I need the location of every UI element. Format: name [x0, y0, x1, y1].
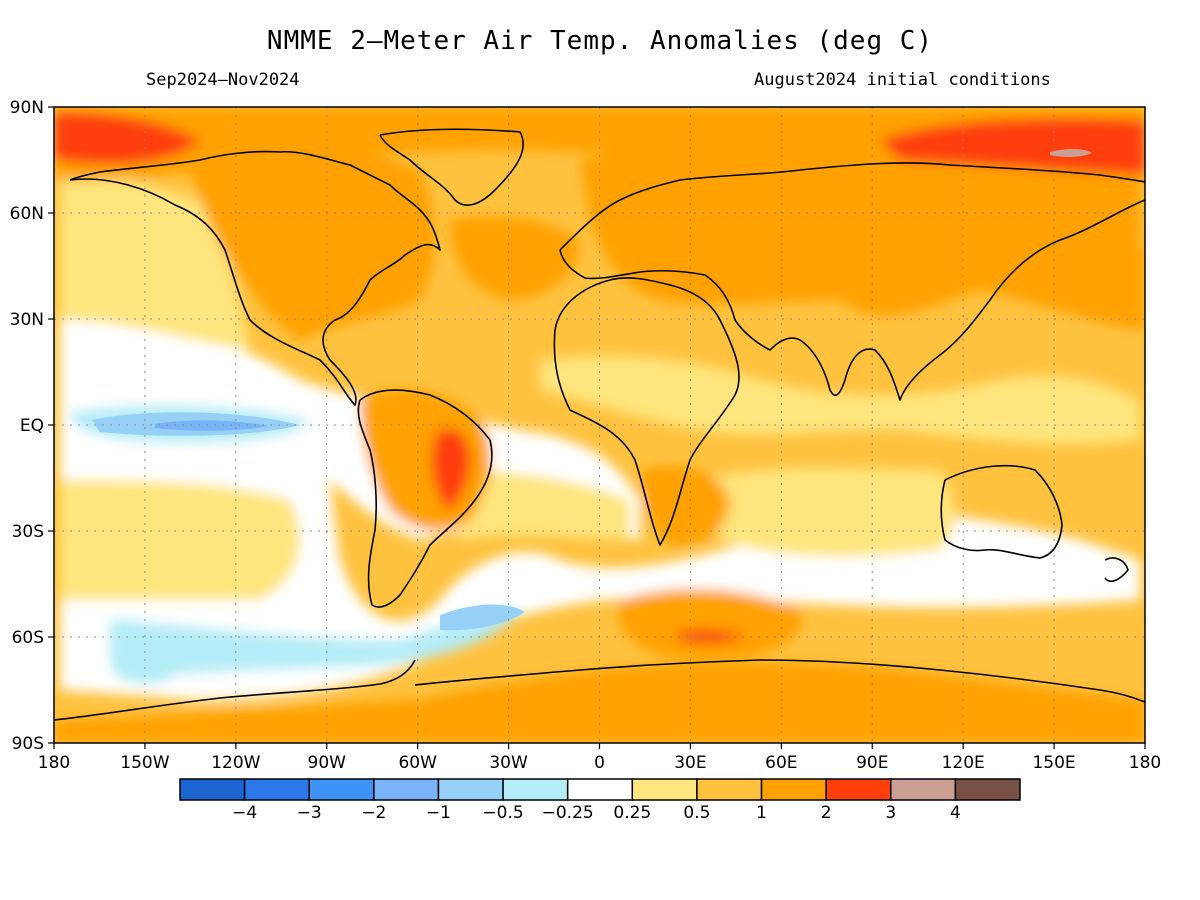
north-america-coast: [69, 150, 441, 406]
lon-tick-label: 90W: [308, 753, 347, 773]
siberia-arctic-hot: [880, 118, 1145, 175]
colorbar-label: −1: [426, 803, 451, 823]
equatorial-pacific-colder: [155, 420, 268, 431]
anomaly-field: [54, 107, 1145, 743]
initial-conditions: August2024 initial conditions: [754, 70, 1051, 90]
lat-tick-label: EQ: [20, 416, 44, 436]
south-pacific-cool: [110, 619, 172, 684]
north-pacific-warm: [1040, 242, 1145, 330]
weak-warm-south-indian: [700, 467, 955, 557]
africa-eurasia-coast: [553, 277, 740, 546]
colorbar-label: 3: [885, 803, 896, 823]
southern-ocean-hot: [678, 629, 745, 643]
lon-tick-label: 150E: [1032, 753, 1075, 773]
lon-tick-label: 150W: [120, 753, 169, 773]
latitude-axis: 90N 60N 30N EQ 30S 60S 90S: [10, 98, 54, 754]
colorbar-label: −2: [361, 803, 386, 823]
alaska-arctic-hot: [54, 112, 200, 164]
lat-tick-label: 30N: [10, 310, 44, 330]
lon-tick-label: 60E: [765, 753, 797, 773]
colorbar-swatch: [308, 778, 375, 801]
weak-warm-south-atlantic: [450, 470, 630, 540]
australia-coast: [940, 464, 1063, 559]
lon-tick-label: 180: [38, 753, 70, 773]
lon-tick-label: 30W: [489, 753, 528, 773]
colorbar-swatch: [696, 778, 763, 801]
north-atlantic-warm: [450, 216, 580, 300]
siberia-arctic-peak: [1050, 149, 1092, 158]
lon-tick-label: 120E: [942, 753, 985, 773]
lat-tick-label: 90S: [12, 734, 44, 754]
southern-ocean-warm: [618, 589, 802, 660]
southeast-pacific-cold: [440, 604, 525, 631]
lat-tick-label: 90N: [10, 98, 44, 118]
colorbar-swatch: [760, 778, 827, 801]
lon-tick-label: 30E: [674, 753, 706, 773]
colorbar-label: 4: [950, 803, 961, 823]
longitude-axis: 180 150W 120W 90W 60W 30W 0 30E 60E 90E 120E 150E 18…: [38, 743, 1161, 773]
forecast-period: Sep2024–Nov2024: [146, 70, 300, 90]
colorbar: −4 −3 −2 −1 −0.5 −0.25 0.25 0.5 1 2 3 4: [179, 778, 1021, 823]
south-america-coast: [357, 389, 493, 608]
lat-tick-label: 30S: [12, 522, 44, 542]
europe-asia-coast: [559, 162, 1145, 401]
colorbar-label: 2: [821, 803, 832, 823]
lon-tick-label: 0: [594, 753, 605, 773]
colorbar-swatch: [243, 778, 310, 801]
colorbar-swatch: [502, 778, 569, 801]
colorbar-swatch: [890, 778, 957, 801]
map-title: NMME 2–Meter Air Temp. Anomalies (deg C): [266, 26, 934, 56]
eurasia-warm: [580, 126, 1140, 330]
colorbar-swatch: [631, 778, 698, 801]
arctic-warm: [54, 107, 1145, 180]
north-america-warm: [190, 147, 435, 340]
weak-warm-south-pacific: [60, 480, 300, 600]
antarctica-warm: [54, 662, 1145, 743]
lat-tick-label: 60S: [12, 628, 44, 648]
southeast-pacific-cool: [109, 609, 520, 680]
colorbar-label: −3: [297, 803, 322, 823]
colorbar-swatch: [373, 778, 440, 801]
colorbar-label: 1: [756, 803, 767, 823]
colorbar-swatch: [825, 778, 892, 801]
colorbar-label: −0.5: [482, 803, 523, 823]
colorbar-swatch: [179, 778, 246, 801]
brazil-hot: [432, 429, 470, 510]
colorbar-label: 0.5: [683, 803, 710, 823]
colorbar-swatch: [437, 778, 504, 801]
lat-tick-label: 60N: [10, 204, 44, 224]
lon-tick-label: 120W: [211, 753, 260, 773]
coastlines: [54, 128, 1145, 721]
colorbar-swatch: [954, 778, 1021, 801]
antarctica-coast: [54, 659, 1145, 721]
weak-warm-tropics: [540, 356, 1140, 445]
greenland-coast: [379, 128, 524, 206]
colorbar-label: −0.25: [542, 803, 594, 823]
southern-africa-warm: [640, 466, 730, 546]
neutral-east-pacific: [60, 300, 1140, 700]
colorbar-label: 0.25: [613, 803, 651, 823]
colorbar-swatch: [566, 778, 634, 801]
lon-tick-label: 60W: [398, 753, 437, 773]
colorbar-label: −4: [232, 803, 257, 823]
new-zealand-coast: [1104, 557, 1129, 582]
lon-tick-label: 180: [1129, 753, 1161, 773]
lon-tick-label: 90E: [856, 753, 888, 773]
